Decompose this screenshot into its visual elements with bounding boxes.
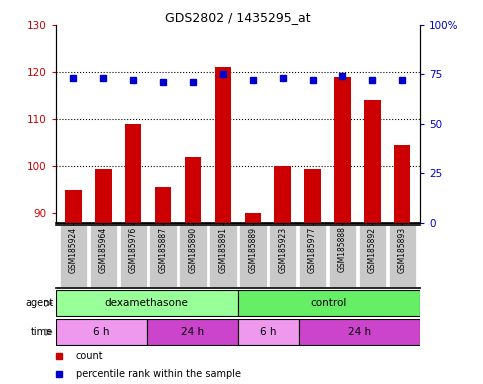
Text: GSM185924: GSM185924 — [69, 227, 78, 273]
Text: 6 h: 6 h — [260, 327, 276, 337]
Text: GSM185977: GSM185977 — [308, 227, 317, 273]
Text: 24 h: 24 h — [181, 327, 204, 337]
Bar — [364, 100, 381, 223]
Bar — [125, 124, 142, 223]
FancyBboxPatch shape — [149, 225, 177, 287]
Text: GSM185893: GSM185893 — [398, 227, 407, 273]
Title: GDS2802 / 1435295_at: GDS2802 / 1435295_at — [165, 11, 311, 24]
FancyBboxPatch shape — [299, 225, 327, 287]
FancyBboxPatch shape — [238, 319, 298, 345]
Bar — [65, 190, 82, 223]
Text: GSM185888: GSM185888 — [338, 227, 347, 272]
FancyBboxPatch shape — [298, 319, 420, 345]
Text: count: count — [76, 351, 103, 361]
Bar — [155, 187, 171, 223]
Text: control: control — [311, 298, 347, 308]
Bar — [274, 166, 291, 223]
FancyBboxPatch shape — [119, 225, 147, 287]
Text: dexamethasone: dexamethasone — [105, 298, 189, 308]
Text: GSM185964: GSM185964 — [99, 227, 108, 273]
FancyBboxPatch shape — [388, 225, 416, 287]
Text: GSM185892: GSM185892 — [368, 227, 377, 273]
Bar — [334, 77, 351, 223]
FancyBboxPatch shape — [179, 225, 207, 287]
Text: GSM185891: GSM185891 — [218, 227, 227, 273]
FancyBboxPatch shape — [239, 225, 267, 287]
FancyBboxPatch shape — [90, 225, 117, 287]
Text: GSM185923: GSM185923 — [278, 227, 287, 273]
FancyBboxPatch shape — [209, 225, 237, 287]
FancyBboxPatch shape — [60, 225, 87, 287]
FancyBboxPatch shape — [329, 225, 356, 287]
Text: agent: agent — [25, 298, 53, 308]
Text: GSM185976: GSM185976 — [129, 227, 138, 273]
Text: GSM185890: GSM185890 — [188, 227, 198, 273]
FancyBboxPatch shape — [269, 225, 297, 287]
Bar — [215, 67, 231, 223]
Bar — [304, 169, 321, 223]
FancyBboxPatch shape — [147, 319, 238, 345]
Bar — [244, 213, 261, 223]
Text: 24 h: 24 h — [348, 327, 371, 337]
FancyBboxPatch shape — [238, 290, 420, 316]
Bar — [185, 157, 201, 223]
Text: GSM185889: GSM185889 — [248, 227, 257, 273]
Text: time: time — [31, 327, 53, 337]
Text: 6 h: 6 h — [93, 327, 109, 337]
Text: GSM185887: GSM185887 — [158, 227, 168, 273]
Bar — [95, 169, 112, 223]
Bar — [394, 145, 411, 223]
Text: percentile rank within the sample: percentile rank within the sample — [76, 369, 241, 379]
FancyBboxPatch shape — [56, 290, 238, 316]
FancyBboxPatch shape — [56, 319, 147, 345]
FancyBboxPatch shape — [359, 225, 386, 287]
